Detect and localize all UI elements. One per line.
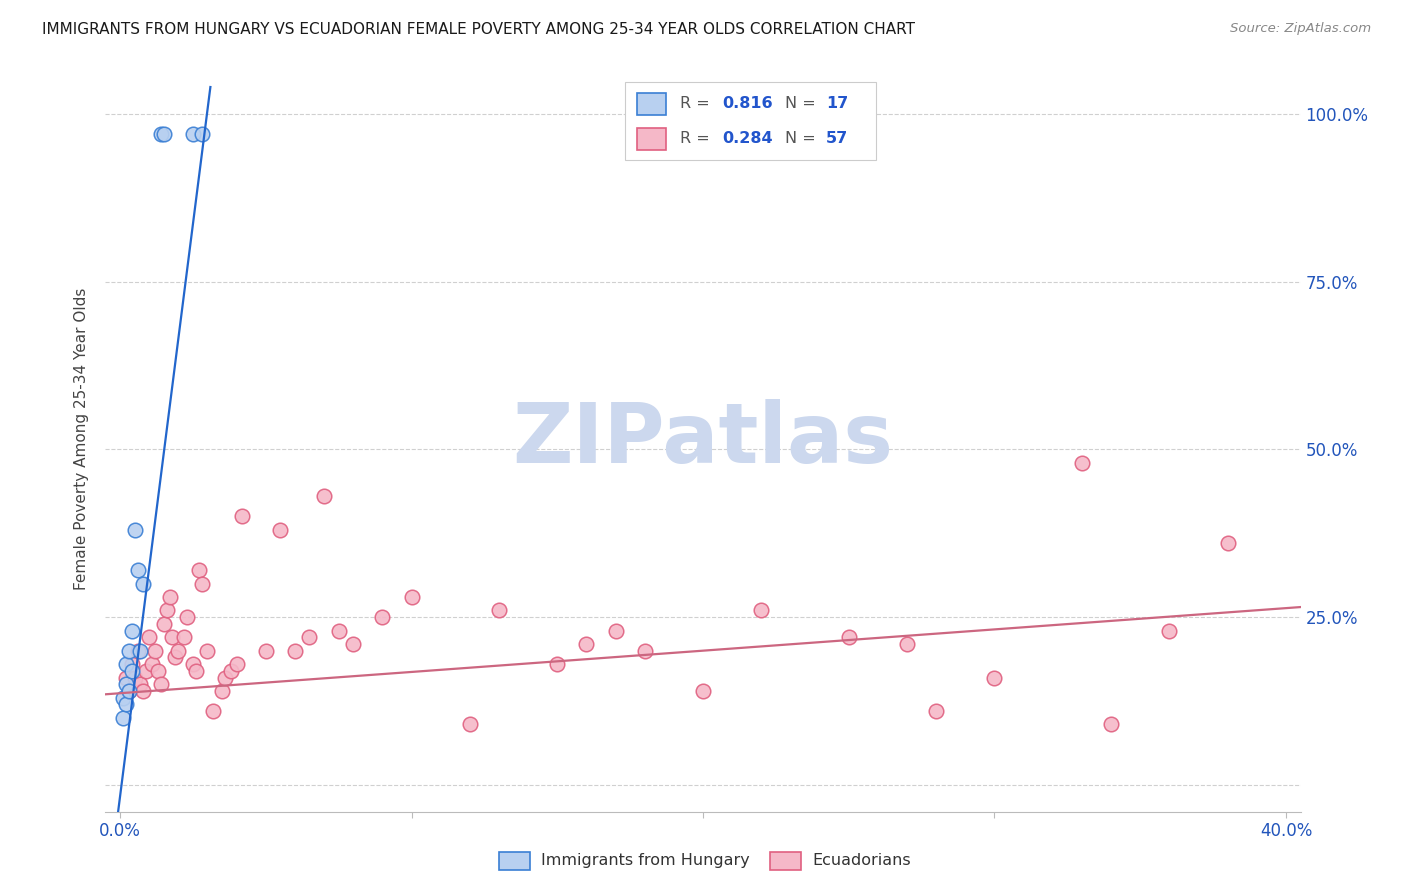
- Text: R =: R =: [681, 96, 716, 112]
- Text: Immigrants from Hungary: Immigrants from Hungary: [541, 854, 749, 868]
- Point: [1216, 536, 1239, 550]
- Point: [254, 643, 277, 657]
- Point: [146, 664, 169, 678]
- Point: [173, 630, 195, 644]
- Point: [197, 643, 219, 657]
- Text: N =: N =: [786, 96, 821, 112]
- Point: [141, 657, 163, 672]
- Point: [328, 624, 350, 638]
- FancyBboxPatch shape: [626, 82, 876, 160]
- Point: [111, 690, 134, 705]
- Text: N =: N =: [786, 131, 821, 146]
- Point: [111, 711, 134, 725]
- Point: [132, 576, 155, 591]
- Point: [165, 650, 187, 665]
- Point: [749, 603, 772, 617]
- Point: [190, 576, 212, 591]
- Point: [115, 677, 138, 691]
- Point: [115, 671, 138, 685]
- Point: [176, 610, 198, 624]
- Point: [284, 643, 307, 657]
- Text: 57: 57: [827, 131, 848, 146]
- Point: [546, 657, 568, 672]
- Point: [149, 677, 172, 691]
- Point: [190, 127, 212, 141]
- Text: 0.284: 0.284: [723, 131, 773, 146]
- Point: [143, 643, 166, 657]
- FancyBboxPatch shape: [637, 128, 666, 150]
- Point: [925, 704, 948, 718]
- Point: [118, 684, 141, 698]
- Point: [298, 630, 321, 644]
- Point: [121, 657, 143, 672]
- Point: [129, 677, 152, 691]
- Point: [181, 127, 204, 141]
- Text: ZIPatlas: ZIPatlas: [513, 399, 893, 480]
- Point: [1159, 624, 1181, 638]
- Point: [269, 523, 291, 537]
- Point: [162, 630, 184, 644]
- Point: [127, 563, 149, 577]
- Text: IMMIGRANTS FROM HUNGARY VS ECUADORIAN FEMALE POVERTY AMONG 25-34 YEAR OLDS CORRE: IMMIGRANTS FROM HUNGARY VS ECUADORIAN FE…: [42, 22, 915, 37]
- Point: [124, 523, 146, 537]
- Point: [121, 664, 143, 678]
- Point: [124, 671, 146, 685]
- Point: [401, 590, 423, 604]
- Point: [211, 684, 233, 698]
- Point: [312, 489, 335, 503]
- Point: [634, 643, 657, 657]
- Point: [214, 671, 236, 685]
- Point: [115, 698, 138, 712]
- Point: [896, 637, 918, 651]
- Point: [692, 684, 714, 698]
- Point: [167, 643, 190, 657]
- Text: 0.816: 0.816: [723, 96, 773, 112]
- Point: [231, 509, 253, 524]
- Point: [575, 637, 598, 651]
- Point: [152, 616, 174, 631]
- Point: [371, 610, 394, 624]
- Point: [115, 657, 138, 672]
- Point: [983, 671, 1005, 685]
- Point: [118, 643, 141, 657]
- Point: [458, 717, 481, 731]
- Point: [156, 603, 179, 617]
- Point: [838, 630, 860, 644]
- Point: [1099, 717, 1122, 731]
- Point: [1071, 456, 1094, 470]
- Point: [127, 643, 149, 657]
- Point: [132, 684, 155, 698]
- Text: 17: 17: [827, 96, 848, 112]
- Point: [219, 664, 242, 678]
- Text: R =: R =: [681, 131, 716, 146]
- Text: Ecuadorians: Ecuadorians: [813, 854, 911, 868]
- Text: Source: ZipAtlas.com: Source: ZipAtlas.com: [1230, 22, 1371, 36]
- Point: [202, 704, 225, 718]
- Point: [129, 643, 152, 657]
- Point: [342, 637, 364, 651]
- Point: [187, 563, 209, 577]
- Point: [152, 127, 174, 141]
- Point: [149, 127, 172, 141]
- Point: [118, 684, 141, 698]
- Point: [135, 664, 157, 678]
- Point: [184, 664, 207, 678]
- Point: [159, 590, 181, 604]
- Point: [181, 657, 204, 672]
- Point: [121, 624, 143, 638]
- Point: [488, 603, 510, 617]
- Point: [605, 624, 627, 638]
- Y-axis label: Female Poverty Among 25-34 Year Olds: Female Poverty Among 25-34 Year Olds: [75, 288, 90, 591]
- FancyBboxPatch shape: [637, 93, 666, 115]
- Point: [138, 630, 160, 644]
- Point: [225, 657, 247, 672]
